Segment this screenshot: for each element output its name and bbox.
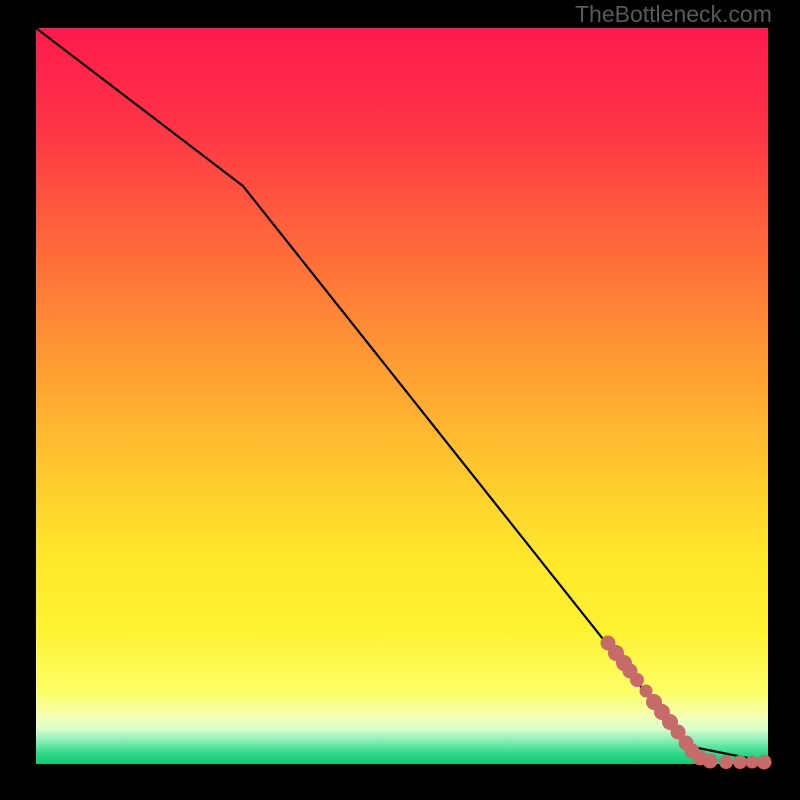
chart-stage: TheBottleneck.com (0, 0, 800, 800)
data-marker (630, 673, 644, 687)
data-marker (703, 754, 718, 769)
gradient-rect (36, 28, 768, 764)
watermark-text: TheBottleneck.com (575, 1, 772, 28)
data-marker (733, 755, 747, 769)
chart-overlay (0, 0, 800, 800)
data-marker (757, 755, 772, 770)
data-marker (719, 755, 733, 769)
